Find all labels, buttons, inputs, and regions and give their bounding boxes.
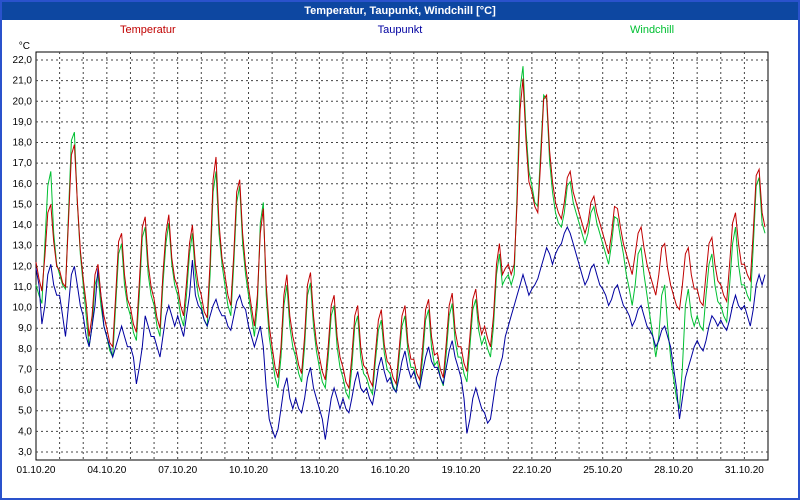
svg-text:15,0: 15,0	[13, 199, 33, 210]
titlebar: Temperatur, Taupunkt, Windchill [°C]	[2, 2, 798, 20]
legend-taupunkt: Taupunkt	[377, 24, 423, 36]
svg-text:14,0: 14,0	[13, 220, 33, 231]
chart-plot: 22,0 21,0 20,0 19,0 18,0 17,0 16,0 15,0 14,0 13,0…	[13, 41, 769, 476]
svg-text:18,0: 18,0	[13, 138, 33, 149]
window-title: Temperatur, Taupunkt, Windchill [°C]	[304, 5, 496, 17]
svg-text:21,0: 21,0	[13, 76, 33, 87]
svg-text:9,0: 9,0	[18, 323, 32, 334]
svg-text:01.10.20: 01.10.20	[17, 465, 56, 476]
svg-text:10,0: 10,0	[13, 303, 33, 314]
svg-text:3,0: 3,0	[18, 447, 32, 458]
svg-text:22.10.20: 22.10.20	[512, 465, 551, 476]
legend-windchill: Windchill	[630, 24, 675, 36]
svg-text:04.10.20: 04.10.20	[87, 465, 126, 476]
svg-text:28.10.20: 28.10.20	[654, 465, 693, 476]
chart-legend: Temperatur Taupunkt Windchill	[2, 20, 798, 40]
svg-text:17,0: 17,0	[13, 158, 33, 169]
svg-text:13.10.20: 13.10.20	[300, 465, 339, 476]
svg-text:19,0: 19,0	[13, 117, 33, 128]
svg-text:°C: °C	[19, 41, 30, 52]
svg-text:11,0: 11,0	[13, 282, 32, 293]
svg-text:25.10.20: 25.10.20	[583, 465, 622, 476]
svg-text:4,0: 4,0	[18, 426, 32, 437]
svg-text:10.10.20: 10.10.20	[229, 465, 268, 476]
svg-text:12,0: 12,0	[13, 261, 33, 272]
svg-text:8,0: 8,0	[18, 344, 32, 355]
svg-text:22,0: 22,0	[13, 55, 33, 66]
svg-text:5,0: 5,0	[18, 406, 32, 417]
svg-text:20,0: 20,0	[13, 96, 33, 107]
svg-text:31.10.20: 31.10.20	[725, 465, 764, 476]
svg-text:16,0: 16,0	[13, 179, 33, 190]
svg-text:7,0: 7,0	[18, 364, 32, 375]
svg-text:16.10.20: 16.10.20	[371, 465, 410, 476]
legend-temperatur: Temperatur	[120, 24, 176, 36]
svg-text:19.10.20: 19.10.20	[442, 465, 481, 476]
chart-area: 22,0 21,0 20,0 19,0 18,0 17,0 16,0 15,0 14,0 13,0…	[2, 40, 798, 498]
svg-text:07.10.20: 07.10.20	[158, 465, 197, 476]
svg-text:6,0: 6,0	[18, 385, 32, 396]
svg-text:13,0: 13,0	[13, 241, 33, 252]
